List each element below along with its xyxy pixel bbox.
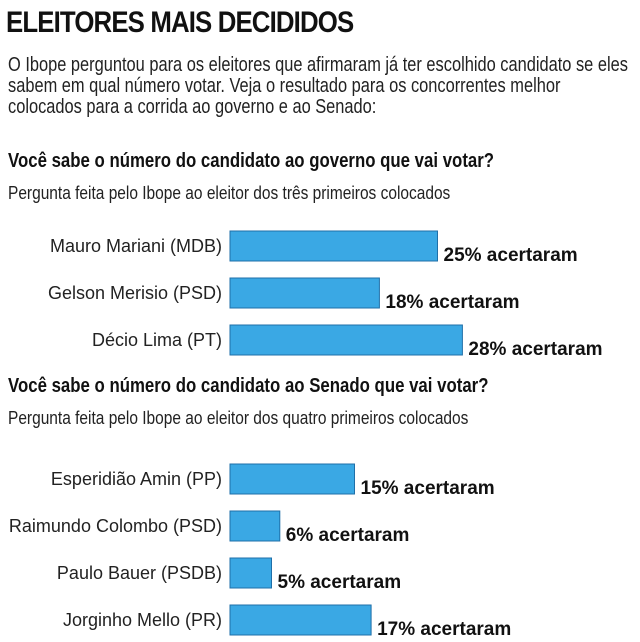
intro-text: O Ibope perguntou para os eleitores que … — [8, 54, 628, 118]
value-label: 28% acertaram — [468, 339, 602, 360]
value-label: 5% acertaram — [278, 572, 402, 593]
bar — [229, 277, 380, 309]
value-label: 25% acertaram — [444, 245, 578, 266]
bar — [229, 463, 355, 495]
chart-2-title: Você sabe o número do candidato ao Senad… — [8, 375, 489, 397]
bar — [229, 557, 272, 589]
category-label: Mauro Mariani (MDB) — [50, 236, 222, 256]
bar — [229, 510, 281, 542]
bar — [229, 324, 463, 356]
category-label: Esperidião Amin (PP) — [51, 469, 222, 489]
chart-2-subtitle: Pergunta feita pelo Ibope ao eleitor dos… — [8, 408, 469, 428]
value-label: 6% acertaram — [286, 525, 410, 546]
value-label: 15% acertaram — [361, 478, 495, 499]
category-label: Gelson Merisio (PSD) — [48, 283, 222, 303]
category-label: Paulo Bauer (PSDB) — [57, 563, 222, 583]
chart-1-title: Você sabe o número do candidato ao gover… — [8, 150, 495, 172]
chart-1-subtitle: Pergunta feita pelo Ibope ao eleitor dos… — [8, 183, 451, 203]
page-title: ELEITORES MAIS DECIDIDOS — [6, 6, 354, 39]
value-label: 17% acertaram — [377, 619, 511, 640]
bar — [229, 230, 438, 262]
governo-bar-chart: Mauro Mariani (MDB) 25% acertaram Gelson M… — [48, 230, 603, 360]
category-label: Jorginho Mello (PR) — [63, 610, 222, 630]
senado-bar-chart: Esperidião Amin (PP) 15% acertaram Raimund… — [9, 463, 511, 640]
category-label: Décio Lima (PT) — [92, 330, 222, 350]
value-label: 18% acertaram — [385, 292, 519, 313]
category-label: Raimundo Colombo (PSD) — [9, 516, 222, 536]
bar — [229, 604, 372, 636]
